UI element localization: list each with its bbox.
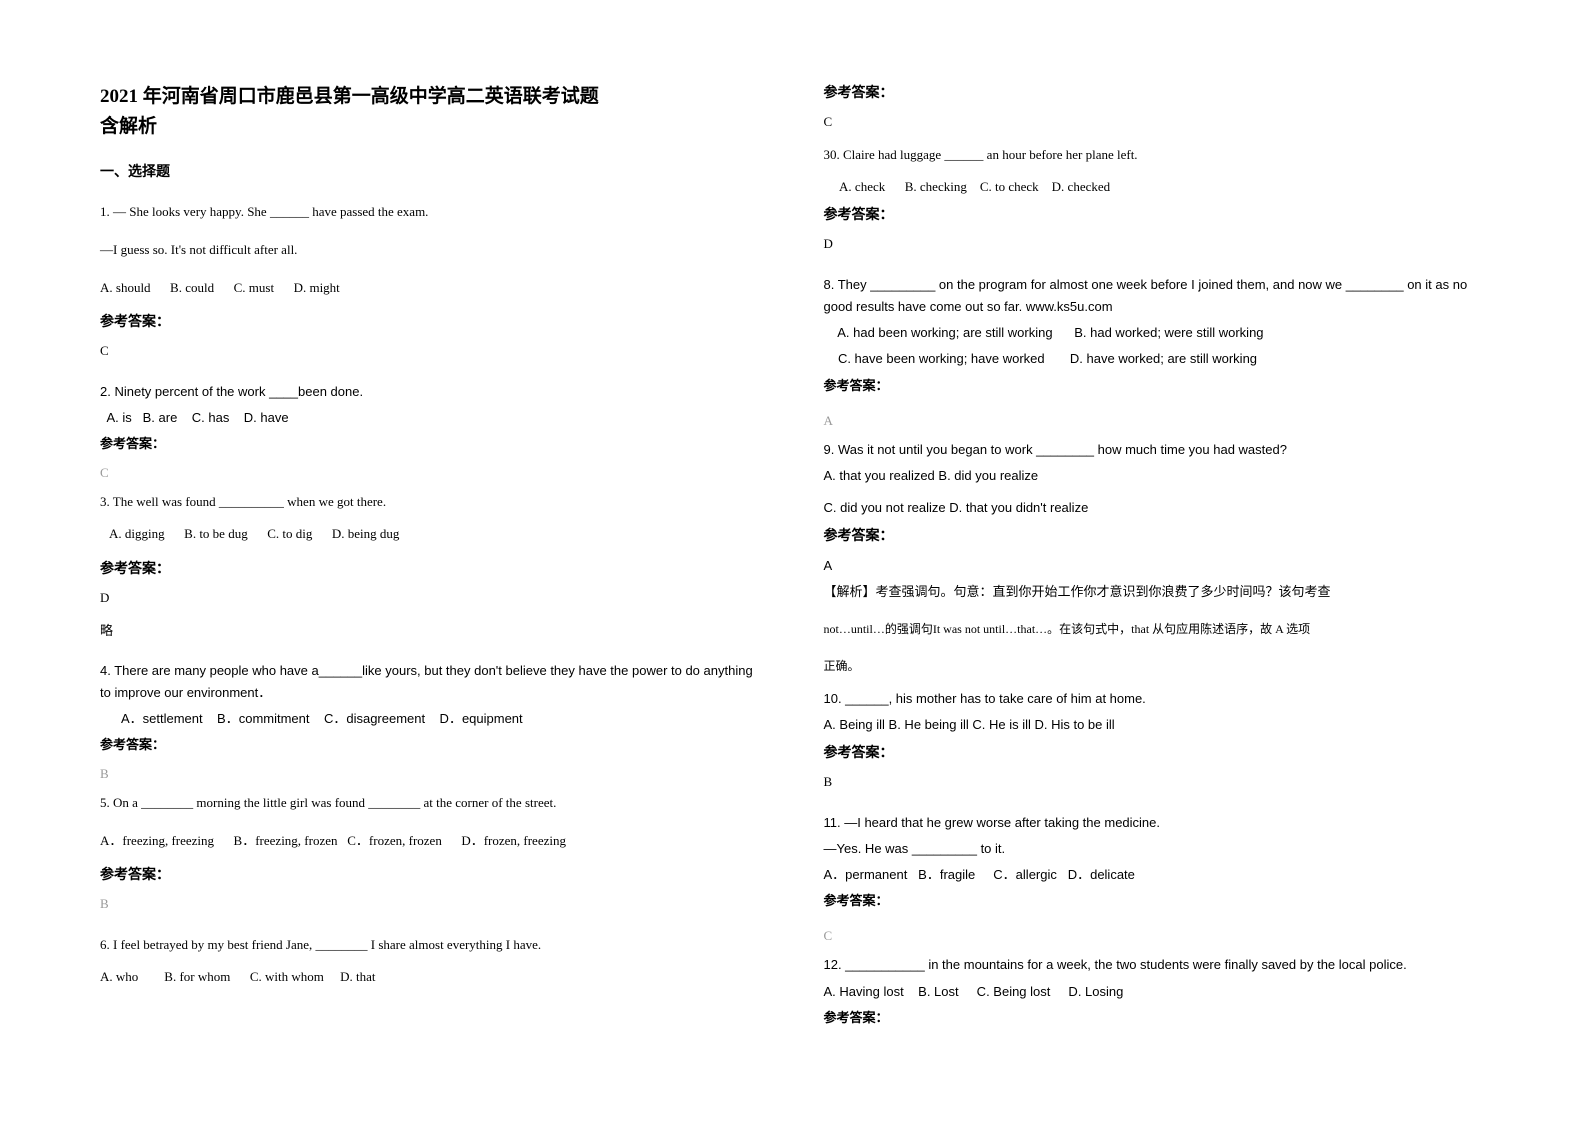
q1-line2: —I guess so. It's not difficult after al…: [100, 239, 764, 261]
answer-label: 参考答案：: [824, 890, 1488, 912]
answer-label: 参考答案：: [824, 525, 1488, 545]
answer-label: 参考答案：: [824, 82, 1488, 102]
question-2: 2. Ninety percent of the work ____been d…: [100, 381, 764, 483]
q1-options: A. should B. could C. must D. might: [100, 277, 764, 299]
q8-answer: A: [824, 413, 1488, 429]
q5-options: A．freezing, freezing B．freezing, frozen …: [100, 830, 764, 852]
q5-line1: 5. On a ________ morning the little girl…: [100, 792, 764, 814]
q9-line1: 9. Was it not until you began to work __…: [824, 439, 1488, 461]
q2-answer: C: [100, 465, 764, 481]
q8-options-2: C. have been working; have worked D. hav…: [824, 348, 1488, 370]
q9-options-2: C. did you not realize D. that you didn'…: [824, 497, 1488, 519]
q4-options: A．settlement B．commitment C．disagreement…: [100, 708, 764, 730]
q6-line1: 6. I feel betrayed by my best friend Jan…: [100, 934, 764, 956]
q2-options: A. is B. are C. has D. have: [100, 407, 764, 429]
answer-label: 参考答案：: [824, 204, 1488, 224]
question-11: 11. —I heard that he grew worse after ta…: [824, 812, 1488, 946]
q8-options-1: A. had been working; are still working B…: [824, 322, 1488, 344]
question-6: 6. I feel betrayed by my best friend Jan…: [100, 934, 764, 992]
q9-answer: A: [824, 555, 1488, 577]
q11-options: A．permanent B．fragile C．allergic D．delic…: [824, 864, 1488, 886]
answer-label: 参考答案：: [100, 864, 764, 884]
title-line-2: 含解析: [100, 112, 764, 142]
q12-options: A. Having lost B. Lost C. Being lost D. …: [824, 981, 1488, 1003]
q4-answer: B: [100, 766, 764, 782]
answer-label: 参考答案：: [824, 375, 1488, 397]
q10-options: A. Being ill B. He being ill C. He is il…: [824, 714, 1488, 736]
q3-options: A. digging B. to be dug C. to dig D. bei…: [100, 523, 764, 545]
question-3: 3. The well was found __________ when we…: [100, 491, 764, 645]
left-column: 2021 年河南省周口市鹿邑县第一高级中学高二英语联考试题 含解析 一、选择题 …: [100, 82, 764, 1040]
question-1: 1. — She looks very happy. She ______ ha…: [100, 201, 764, 373]
section-heading-1: 一、选择题: [100, 161, 764, 181]
q8-line1: 8. They _________ on the program for alm…: [824, 274, 1488, 318]
q3-line1: 3. The well was found __________ when we…: [100, 491, 764, 513]
q2-line1: 2. Ninety percent of the work ____been d…: [100, 381, 764, 403]
q9-explanation-3: 正确。: [824, 656, 1488, 676]
q30-answer: D: [824, 236, 1488, 252]
q1-line1: 1. — She looks very happy. She ______ ha…: [100, 201, 764, 223]
q10-answer: B: [824, 774, 1488, 790]
q11-line2: —Yes. He was _________ to it.: [824, 838, 1488, 860]
answer-label: 参考答案：: [824, 742, 1488, 762]
doc-title: 2021 年河南省周口市鹿邑县第一高级中学高二英语联考试题 含解析: [100, 82, 764, 143]
q6-answer: C: [824, 114, 1488, 130]
q6-options: A. who B. for whom C. with whom D. that: [100, 966, 764, 988]
answer-label: 参考答案：: [100, 734, 764, 756]
q11-answer: C: [824, 928, 1488, 944]
question-10: 10. ______, his mother has to take care …: [824, 688, 1488, 804]
question-5: 5. On a ________ morning the little girl…: [100, 792, 764, 926]
answer-label: 参考答案：: [824, 1007, 1488, 1029]
question-12: 12. ___________ in the mountains for a w…: [824, 954, 1488, 1032]
q3-note: 略: [100, 620, 764, 642]
q30-line1: 30. Claire had luggage ______ an hour be…: [824, 144, 1488, 166]
q1-answer: C: [100, 343, 764, 359]
q30-options: A. check B. checking C. to check D. chec…: [824, 176, 1488, 198]
q10-line1: 10. ______, his mother has to take care …: [824, 688, 1488, 710]
question-4: 4. There are many people who have a_____…: [100, 660, 764, 784]
answer-label: 参考答案：: [100, 558, 764, 578]
q12-line1: 12. ___________ in the mountains for a w…: [824, 954, 1488, 976]
question-30: 30. Claire had luggage ______ an hour be…: [824, 144, 1488, 266]
answer-label: 参考答案：: [100, 433, 764, 455]
q4-line1: 4. There are many people who have a_____…: [100, 660, 764, 704]
q9-explanation-2: not…until…的强调句It was not until…that…。在该句…: [824, 619, 1488, 639]
q5-answer: B: [100, 896, 764, 912]
title-line-1: 2021 年河南省周口市鹿邑县第一高级中学高二英语联考试题: [100, 82, 764, 112]
question-9: 9. Was it not until you began to work __…: [824, 439, 1488, 680]
q9-options-1: A. that you realized B. did you realize: [824, 465, 1488, 487]
answer-label: 参考答案：: [100, 311, 764, 331]
q11-line1: 11. —I heard that he grew worse after ta…: [824, 812, 1488, 834]
question-8: 8. They _________ on the program for alm…: [824, 274, 1488, 430]
right-column: 参考答案： C 30. Claire had luggage ______ an…: [824, 82, 1488, 1040]
q9-explanation-1: 【解析】考查强调句。句意：直到你开始工作你才意识到你浪费了多少时间吗？该句考查: [824, 581, 1488, 603]
q3-answer: D: [100, 590, 764, 606]
